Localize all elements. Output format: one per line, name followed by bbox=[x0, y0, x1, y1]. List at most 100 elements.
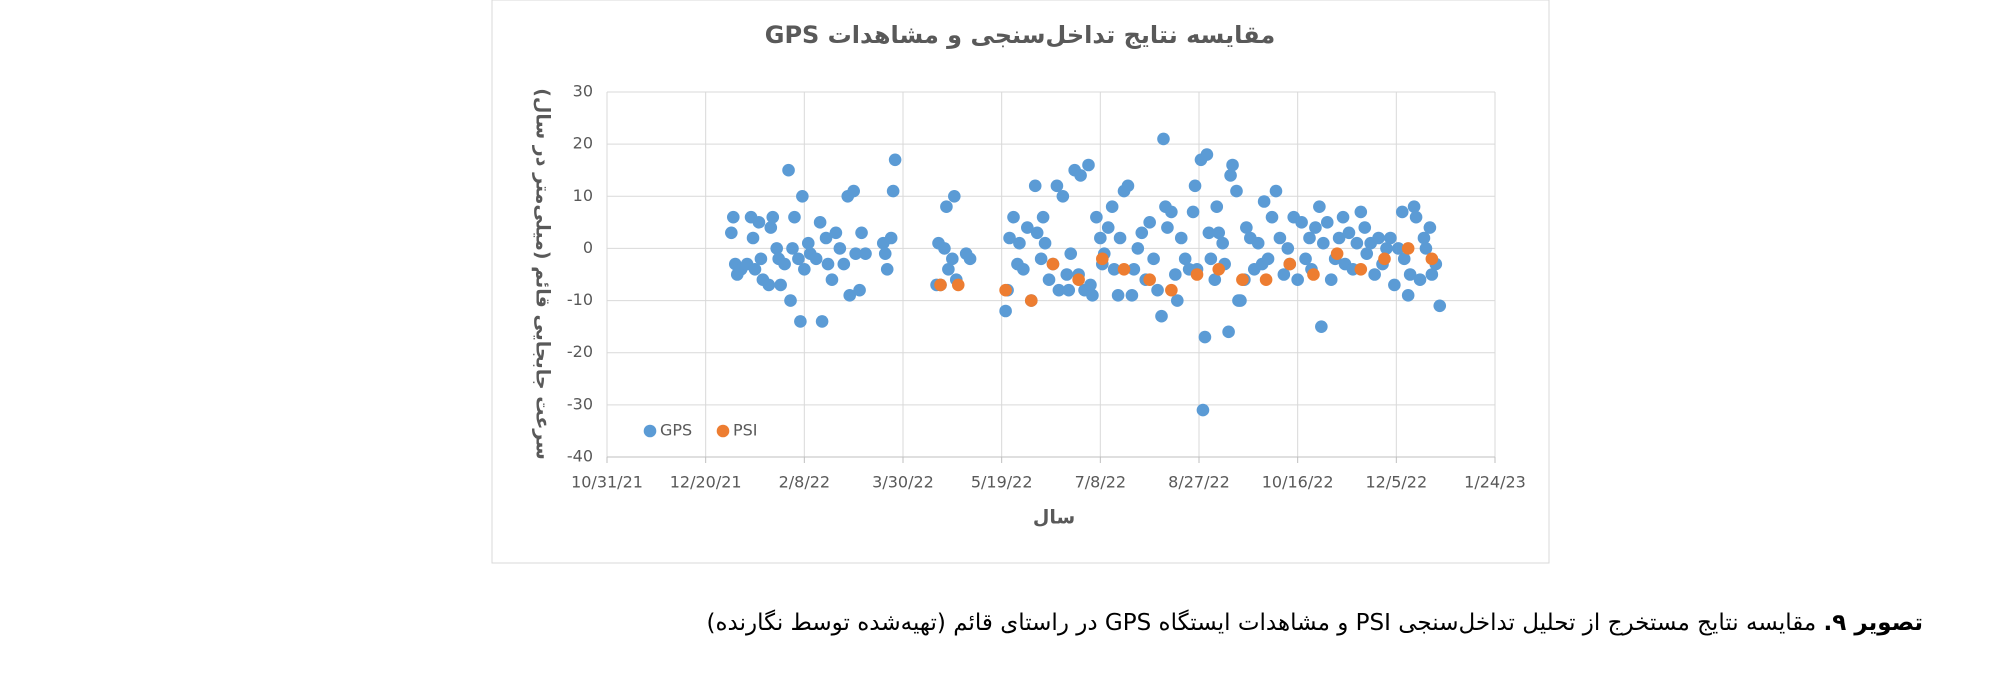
point bbox=[1234, 294, 1247, 307]
caption-label: تصویر ۹. bbox=[1823, 610, 1923, 636]
point bbox=[1074, 169, 1087, 182]
point bbox=[1291, 273, 1304, 287]
point bbox=[963, 252, 977, 266]
point bbox=[788, 210, 801, 224]
point bbox=[1147, 252, 1160, 266]
point bbox=[1417, 231, 1431, 245]
point bbox=[859, 247, 872, 260]
y-tick-label: -40 bbox=[567, 447, 593, 466]
point bbox=[833, 242, 847, 255]
point bbox=[762, 278, 776, 292]
point bbox=[1034, 252, 1048, 266]
point bbox=[725, 226, 738, 240]
point bbox=[1273, 231, 1287, 245]
point bbox=[821, 257, 835, 271]
point bbox=[752, 216, 766, 229]
point bbox=[801, 236, 815, 250]
point bbox=[774, 278, 787, 292]
point bbox=[934, 278, 947, 292]
point bbox=[884, 231, 898, 245]
point bbox=[1230, 184, 1243, 198]
point bbox=[1226, 158, 1239, 172]
y-tick-label: 20 bbox=[573, 134, 593, 153]
point bbox=[843, 289, 857, 302]
y-tick-label: 30 bbox=[573, 82, 593, 101]
point bbox=[1178, 252, 1192, 266]
point bbox=[1060, 268, 1074, 281]
point bbox=[1021, 221, 1034, 234]
x-tick-label: 7/8/22 bbox=[1075, 473, 1127, 492]
point bbox=[1094, 231, 1107, 245]
point bbox=[1315, 320, 1328, 333]
point bbox=[1030, 226, 1044, 240]
point bbox=[1113, 231, 1127, 245]
point bbox=[1392, 242, 1405, 255]
point bbox=[1425, 268, 1439, 281]
point bbox=[1143, 216, 1156, 229]
point bbox=[798, 262, 811, 276]
y-tick-label: -10 bbox=[567, 290, 593, 309]
point bbox=[1046, 257, 1060, 271]
y-axis-label: سرعت جابجایی قائم (میلی‌متر در سال) bbox=[532, 88, 554, 460]
point bbox=[849, 247, 862, 260]
point bbox=[1358, 221, 1372, 234]
point bbox=[1269, 184, 1283, 198]
point bbox=[1196, 403, 1210, 417]
point bbox=[829, 226, 843, 240]
point bbox=[1354, 262, 1368, 276]
point bbox=[1295, 216, 1308, 229]
x-tick-label: 12/20/21 bbox=[670, 473, 742, 492]
point bbox=[1096, 252, 1109, 266]
point bbox=[1433, 299, 1447, 313]
legend-marker bbox=[643, 424, 657, 438]
caption: تصویر ۹. مقایسه نتایج مستخرج از تحلیل تد… bbox=[707, 610, 1923, 636]
point bbox=[1056, 189, 1070, 203]
point bbox=[999, 304, 1012, 318]
point bbox=[880, 262, 894, 276]
legend-label: GPS bbox=[660, 421, 692, 440]
point bbox=[1224, 169, 1237, 182]
point bbox=[940, 200, 953, 214]
point bbox=[1174, 231, 1188, 245]
point bbox=[1210, 200, 1224, 214]
point bbox=[1161, 221, 1174, 234]
x-tick-label: 8/27/22 bbox=[1168, 473, 1230, 492]
point bbox=[1028, 179, 1042, 193]
point bbox=[1360, 247, 1374, 260]
point bbox=[888, 153, 902, 167]
point bbox=[1407, 200, 1421, 214]
point bbox=[782, 163, 795, 177]
point bbox=[1236, 273, 1249, 287]
point bbox=[815, 315, 829, 328]
point bbox=[1257, 195, 1271, 208]
point bbox=[1121, 179, 1135, 193]
point bbox=[1251, 236, 1265, 250]
point bbox=[1403, 268, 1417, 281]
point bbox=[847, 184, 860, 198]
point bbox=[1378, 252, 1391, 266]
point bbox=[1212, 262, 1226, 276]
point bbox=[1380, 242, 1393, 255]
point bbox=[1261, 252, 1275, 266]
point bbox=[1170, 294, 1184, 307]
point bbox=[1062, 283, 1076, 297]
point bbox=[1143, 273, 1156, 287]
point bbox=[1064, 247, 1078, 260]
point bbox=[770, 242, 784, 255]
y-tick-label: 10 bbox=[573, 186, 593, 205]
point bbox=[1105, 200, 1119, 214]
point bbox=[1259, 273, 1273, 287]
point bbox=[1425, 252, 1439, 266]
point bbox=[1131, 242, 1145, 255]
point bbox=[1165, 283, 1178, 297]
point bbox=[1204, 252, 1218, 266]
legend-label: PSI bbox=[733, 421, 758, 440]
point bbox=[1216, 236, 1229, 250]
chart-title: مقایسه نتایج تداخل‌سنجی و مشاهدات GPS bbox=[765, 21, 1275, 49]
point bbox=[1397, 252, 1411, 266]
point bbox=[1265, 210, 1279, 224]
point bbox=[819, 231, 833, 245]
point bbox=[1072, 273, 1085, 287]
point bbox=[999, 283, 1012, 297]
